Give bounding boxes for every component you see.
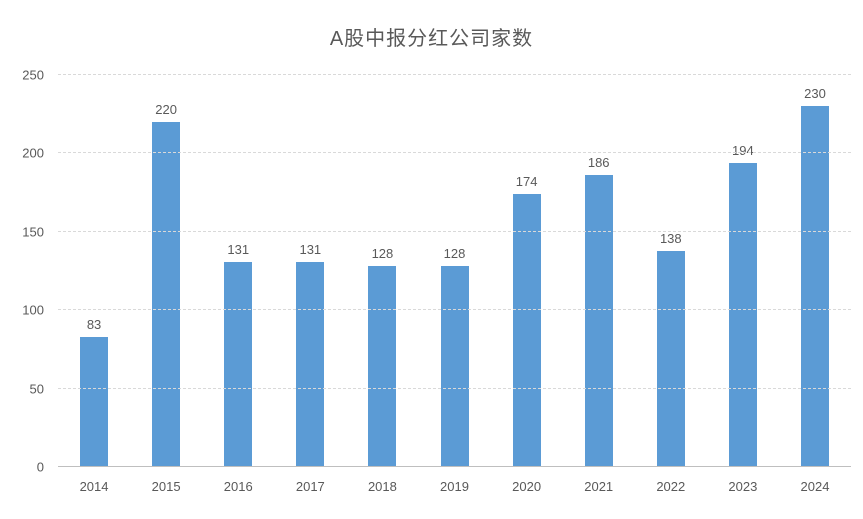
bar-value-label: 131 [299,241,322,257]
x-tick-label: 2017 [295,479,325,494]
gridline [58,309,851,311]
gridline [58,387,851,389]
chart-title: A股中报分红公司家数 [329,28,534,50]
y-tick-label: 0 [36,459,44,475]
bar-value-label: 194 [732,142,754,158]
bar [224,261,253,467]
bar-group-2022: 138 [635,75,707,467]
bar [512,194,541,467]
y-tick-label: 50 [29,381,44,397]
bar-group-2024: 230 [779,75,851,467]
bar-group-2020: 174 [491,75,563,467]
x-tick-label: 2023 [728,479,758,494]
bar-value-label: 83 [86,316,102,332]
bar [728,162,757,467]
plot-area: 83 220 131 131 128 128 174 186 138 194 230 [58,74,851,467]
bar-group-2023: 194 [707,75,779,467]
y-tick-label: 200 [22,145,44,161]
x-tick-label: 2014 [79,479,109,494]
bar [296,261,325,467]
bar-group-2016: 131 [202,75,274,467]
bar-value-label: 128 [443,246,466,262]
bar [440,266,469,467]
bar-group-2015: 220 [130,75,202,467]
bar [584,175,613,467]
bar-value-label: 128 [371,246,394,262]
y-tick-label: 250 [22,67,44,83]
bar-group-2017: 131 [274,75,346,467]
bar [80,336,109,467]
bar-value-label: 220 [155,102,177,118]
x-tick-label: 2018 [367,479,397,494]
bar-value-label: 138 [659,230,682,246]
bar [368,266,397,467]
gridline [58,74,851,75]
x-tick-label: 2020 [512,479,542,494]
bar [800,106,829,467]
bar-value-label: 230 [804,86,826,102]
bar [152,122,181,467]
gridline [58,152,851,154]
bar-value-label: 131 [227,241,250,257]
x-tick-label: 2016 [223,479,253,494]
bar [656,250,685,467]
bar-group-2018: 128 [346,75,418,467]
bar-value-label: 174 [515,174,538,190]
bars-row: 83 220 131 131 128 128 174 186 138 194 230 [58,75,851,467]
x-tick-label: 2015 [151,479,181,494]
x-axis: 2014 2015 2016 2017 2018 2019 2020 2021 2022 2023… [58,467,851,503]
bar-group-2021: 186 [563,75,635,467]
bar-value-label: 186 [587,155,610,171]
y-tick-label: 150 [22,224,44,240]
gridline [58,230,851,232]
bar-group-2019: 128 [418,75,490,467]
x-tick-label: 2022 [656,479,686,494]
x-tick-label: 2021 [584,479,614,494]
y-axis: 0 50 100 150 200 250 [0,68,44,475]
y-tick-label: 100 [22,302,44,318]
x-tick-label: 2024 [800,479,830,494]
x-tick-label: 2019 [440,479,469,494]
bar-group-2014: 83 [58,75,130,467]
x-axis-line [58,466,851,467]
